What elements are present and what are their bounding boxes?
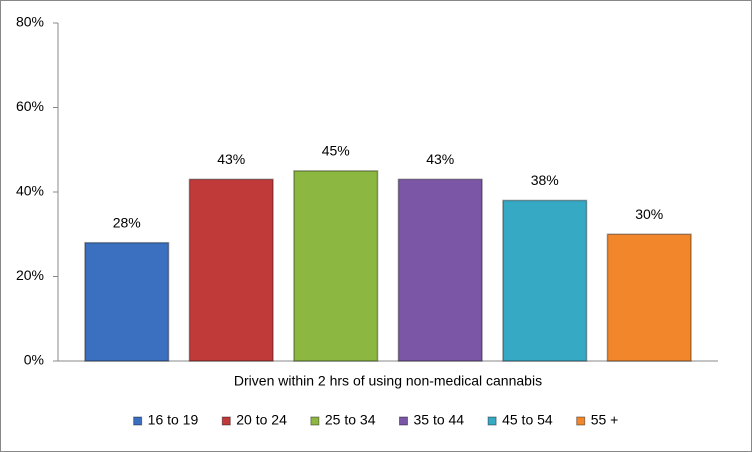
y-tick-label: 60% — [16, 98, 44, 114]
bar — [293, 170, 379, 362]
bar — [606, 233, 692, 362]
legend-label: 16 to 19 — [148, 412, 199, 428]
legend-label: 25 to 34 — [325, 412, 376, 428]
legend-label: 20 to 24 — [236, 412, 287, 428]
y-tick-label: 80% — [16, 14, 44, 30]
legend-swatch — [576, 416, 586, 426]
value-label: 43% — [217, 151, 245, 167]
value-label: 28% — [113, 214, 141, 230]
legend-label: 35 to 44 — [413, 412, 464, 428]
y-tick-label: 40% — [16, 183, 44, 199]
legend-swatch — [310, 416, 320, 426]
value-label: 38% — [531, 172, 559, 188]
value-label: 43% — [426, 151, 454, 167]
y-tick-label: 0% — [24, 352, 44, 368]
bar — [397, 178, 483, 362]
legend-swatch — [487, 416, 497, 426]
x-tick-label: Driven within 2 hrs of using non-medical… — [234, 373, 542, 389]
y-tick-label: 20% — [16, 267, 44, 283]
bar — [84, 241, 170, 362]
legend-label: 45 to 54 — [502, 412, 553, 428]
bar — [502, 199, 588, 362]
legend-swatch — [133, 416, 143, 426]
value-label: 30% — [635, 206, 663, 222]
legend-swatch — [398, 416, 408, 426]
value-label: 45% — [322, 143, 350, 159]
bar — [188, 178, 274, 362]
legend-swatch — [221, 416, 231, 426]
legend-label: 55 + — [591, 412, 619, 428]
